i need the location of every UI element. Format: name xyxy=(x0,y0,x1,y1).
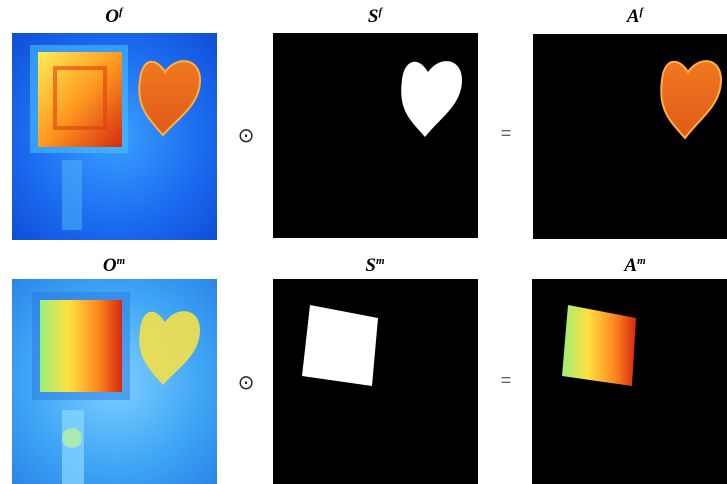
heatmap-image xyxy=(12,33,217,240)
equals: = xyxy=(501,370,512,390)
masked-image xyxy=(533,34,727,239)
label: Sm xyxy=(365,255,385,276)
masked-image xyxy=(532,279,727,484)
mask-image xyxy=(273,33,478,238)
figure: Of Sf Af ⊙ = Om Sm Am ⊙ = xyxy=(0,0,727,484)
label: Af xyxy=(626,6,645,27)
mask-image xyxy=(273,279,478,484)
operator: ⊙ xyxy=(238,123,255,147)
label: Of xyxy=(105,6,124,27)
operator: ⊙ xyxy=(238,370,255,394)
heatmap-image xyxy=(12,279,217,484)
label: Am xyxy=(623,255,646,276)
label: Sf xyxy=(368,6,384,27)
label: Om xyxy=(103,255,126,276)
equals: = xyxy=(501,123,512,143)
